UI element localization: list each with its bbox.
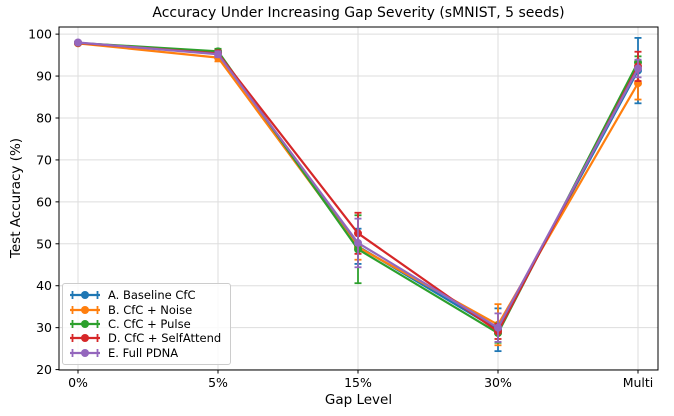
series-e-marker <box>74 38 82 47</box>
legend-item: B. CfC + Noise <box>68 302 221 317</box>
x-tick-label: 15% <box>344 375 372 390</box>
y-tick-label: 50 <box>36 236 52 251</box>
series-e-marker <box>634 64 642 73</box>
x-tick-label: Multi <box>623 375 654 390</box>
legend-errorbar-marker-icon <box>70 305 100 314</box>
legend-errorbar-marker-icon <box>70 348 100 357</box>
y-tick-label: 90 <box>36 69 52 84</box>
x-tick-label: 5% <box>208 375 228 390</box>
series-e-marker <box>354 238 362 247</box>
legend-errorbar-marker-icon <box>70 291 100 300</box>
y-tick-label: 60 <box>36 194 52 209</box>
legend-item: C. CfC + Pulse <box>68 317 221 331</box>
legend-label: E. Full PDNA <box>108 345 179 360</box>
legend-label: C. CfC + Pulse <box>108 316 191 331</box>
tick-labels: 20 30 40 50 60 70 80 90 100 0% 5% 15% 30% Multi <box>28 27 653 390</box>
chart-title: Accuracy Under Increasing Gap Severity (… <box>152 5 565 21</box>
y-tick-label: 100 <box>28 27 52 42</box>
series-e-marker <box>494 323 502 332</box>
legend: A. Baseline CfC B. CfC + Noise C. CfC + Pu… <box>62 283 232 365</box>
series-e <box>74 38 642 343</box>
y-tick-label: 20 <box>36 362 52 377</box>
legend-label: D. CfC + SelfAttend <box>108 331 222 346</box>
legend-label: B. CfC + Noise <box>108 302 193 317</box>
x-tick-label: 0% <box>68 375 88 390</box>
y-tick-label: 40 <box>36 278 52 293</box>
x-axis-label: Gap Level <box>324 392 393 408</box>
axis-ticks <box>55 33 639 374</box>
legend-item: D. CfC + SelfAttend <box>68 331 221 345</box>
x-tick-label: 30% <box>484 375 512 390</box>
y-tick-label: 70 <box>36 152 52 167</box>
series-e-marker <box>214 50 222 59</box>
legend-item: A. Baseline CfC <box>68 288 221 302</box>
legend-label: A. Baseline CfC <box>108 288 196 303</box>
y-tick-label: 80 <box>36 110 52 125</box>
legend-item: E. Full PDNA <box>68 346 221 360</box>
legend-errorbar-marker-icon <box>70 319 100 328</box>
legend-errorbar-marker-icon <box>70 334 100 343</box>
y-tick-label: 30 <box>36 320 52 335</box>
y-axis-label: Test Accuracy (%) <box>8 137 24 259</box>
